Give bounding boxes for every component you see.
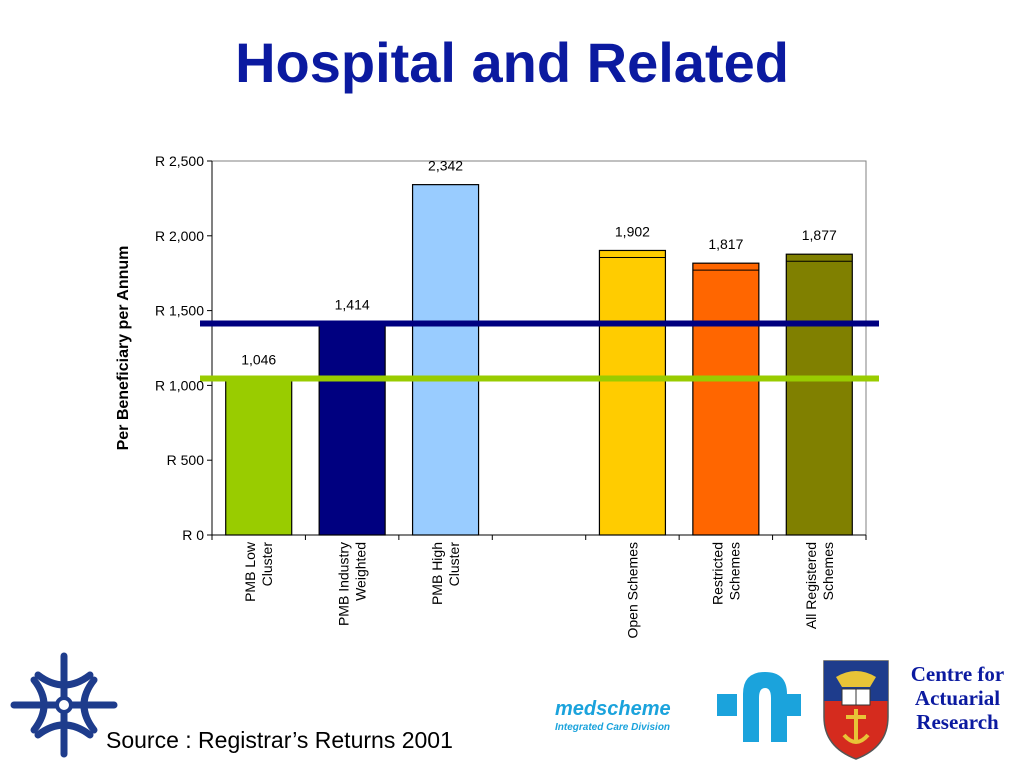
y-tick-label: R 0 <box>182 527 204 543</box>
y-tick-label: R 500 <box>167 452 205 468</box>
y-axis-label: Per Beneficiary per Annum <box>115 246 132 451</box>
bar <box>225 377 293 536</box>
bar <box>785 253 853 536</box>
x-tick-label: Open Schemes <box>624 542 640 639</box>
source-note: Source : Registrar’s Returns 2001 <box>106 727 453 753</box>
bar <box>411 184 480 536</box>
bar <box>318 322 386 536</box>
page-title: Hospital and Related <box>235 31 789 94</box>
data-label: 1,877 <box>802 227 837 243</box>
x-tick-label: PMB Industry <box>336 542 352 626</box>
x-tick-label: PMB Low <box>242 541 258 602</box>
plot-area <box>211 160 867 536</box>
x-tick-label: All Registered <box>803 542 819 629</box>
x-tick-label: PMB High <box>429 542 445 605</box>
hospital-association-logo <box>10 652 118 758</box>
centre-for-actuarial-research-logo: Centre for Actuarial Research <box>895 662 1020 734</box>
data-label: 1,817 <box>708 236 743 252</box>
x-tick-label: Restricted <box>709 542 725 605</box>
y-tick-label: R 1,000 <box>155 377 204 393</box>
bar <box>598 249 667 536</box>
medscheme-wordmark: medscheme <box>555 698 671 720</box>
data-label: 2,342 <box>428 158 463 174</box>
bar <box>692 262 760 536</box>
x-tick-label: Weighted <box>353 542 369 601</box>
university-crest-icon <box>823 660 889 760</box>
medscheme-tagline: Integrated Care Division <box>555 722 671 733</box>
x-tick-label: Cluster <box>446 542 462 587</box>
data-label: 1,902 <box>615 223 650 239</box>
car-line-3: Research <box>916 710 999 734</box>
x-tick-label: Schemes <box>820 542 836 600</box>
y-tick-label: R 1,500 <box>155 303 204 319</box>
bar-chart: 1,046 1,414 2,342 1,902 1,817 1,877 R 0 R 500 R … <box>115 153 879 639</box>
car-line-1: Centre for <box>910 662 1005 686</box>
car-line-2: Actuarial <box>914 686 1001 710</box>
data-label: 1,046 <box>241 352 276 368</box>
x-tick-label: Schemes <box>726 542 742 600</box>
y-tick-label: R 2,500 <box>155 153 204 169</box>
medscheme-icon <box>717 672 801 742</box>
y-tick-label: R 2,000 <box>155 228 204 244</box>
data-label: 1,414 <box>335 296 370 312</box>
x-tick-label: Cluster <box>259 542 275 587</box>
